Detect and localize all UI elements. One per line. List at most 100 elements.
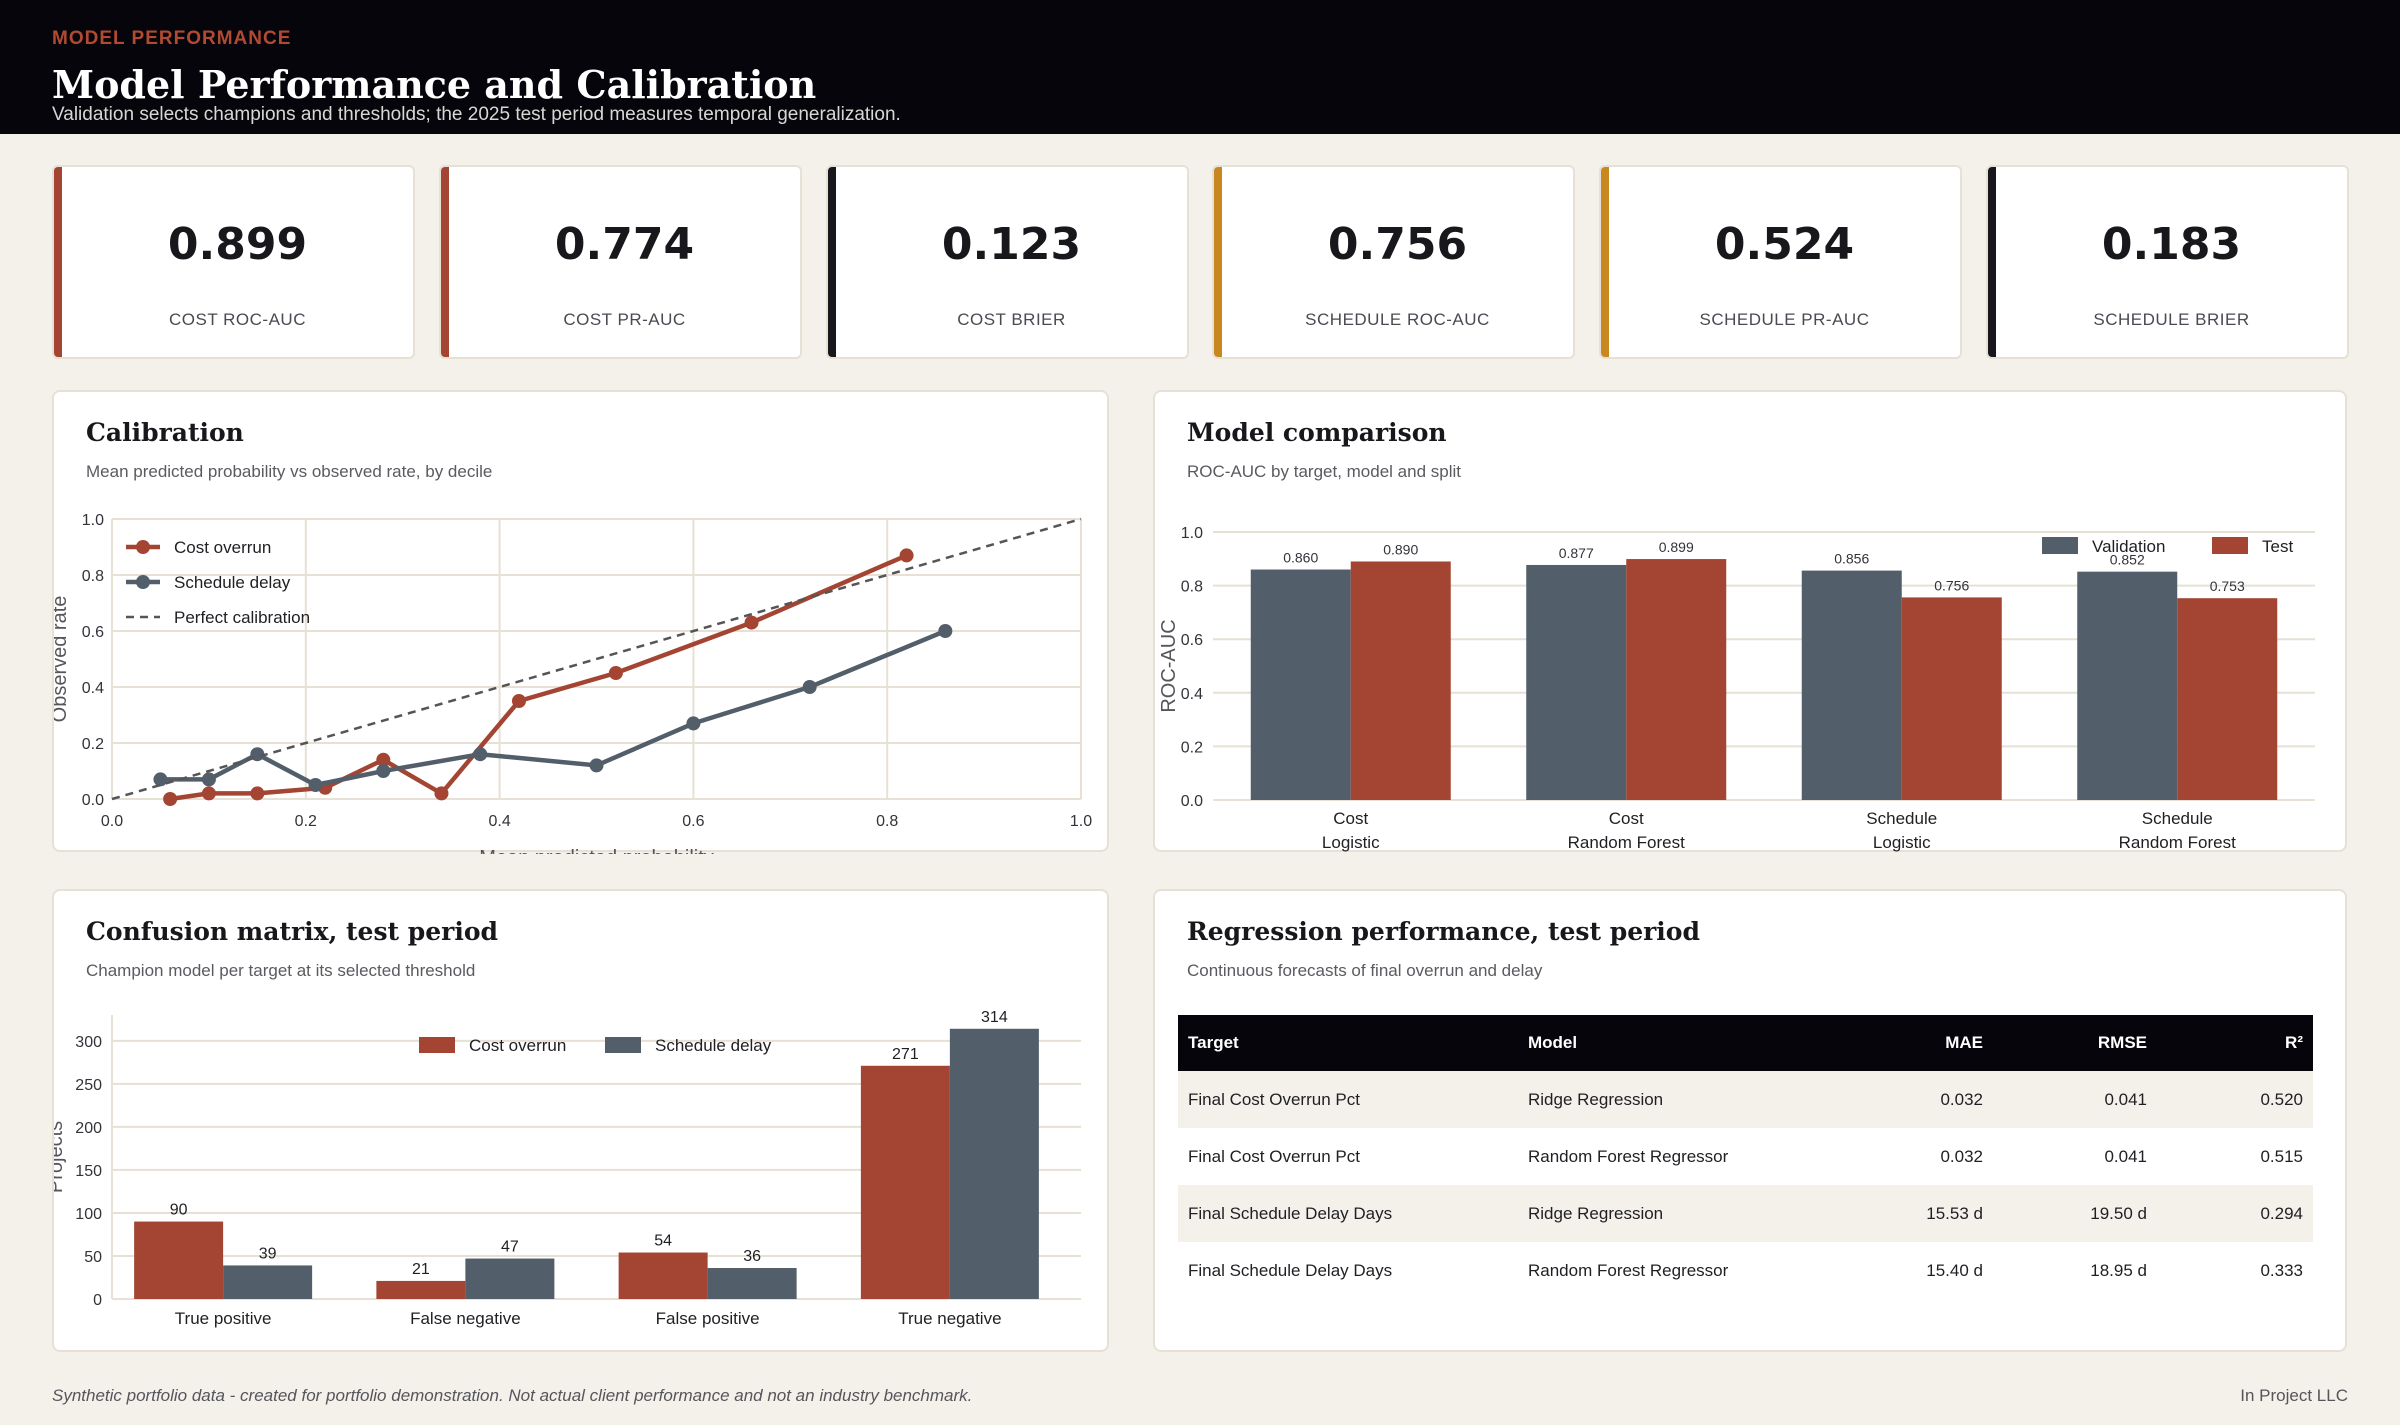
kpi-accent-bar [828, 167, 836, 357]
x-tick-label: Logistic [1322, 833, 1380, 852]
y-tick-label: 0.0 [1181, 793, 1203, 810]
data-label: 21 [412, 1261, 430, 1278]
data-point [153, 772, 168, 787]
x-tick-label: Schedule [2142, 809, 2213, 828]
y-tick-label: 0.4 [82, 680, 104, 697]
table-row: Final Cost Overrun Pct Ridge Regression … [1178, 1071, 2313, 1128]
page-title: Model Performance and Calibration [52, 62, 817, 107]
x-tick-label: False negative [410, 1309, 521, 1328]
column-header-mae: MAE [1828, 1015, 1993, 1071]
panel-title: Regression performance, test period [1187, 917, 1700, 946]
x-tick-label: Cost [1333, 809, 1368, 828]
confusion-panel: Confusion matrix, test period Champion m… [52, 889, 1109, 1352]
data-point [376, 764, 391, 778]
cell-r2: 0.515 [2260, 1146, 2303, 1166]
legend-marker [136, 575, 150, 589]
kpi-card-schedule-brier: 0.183 SCHEDULE BRIER [1986, 165, 2349, 359]
kpi-value: 0.524 [1714, 219, 1855, 270]
page-subtitle: Validation selects champions and thresho… [52, 104, 901, 125]
bar [1626, 559, 1727, 800]
model-comparison-chart: 0.0 0.2 0.4 0.6 0.8 1.0 ROC-AUC 0.860 0.890 Cost L… [1158, 525, 2315, 852]
y-tick-label: 250 [75, 1077, 102, 1094]
eyebrow: MODEL PERFORMANCE [52, 28, 292, 49]
table-row: Final Schedule Delay Days Ridge Regressi… [1178, 1185, 2313, 1242]
kpi-card-schedule-roc-auc: 0.756 SCHEDULE ROC-AUC [1212, 165, 1575, 359]
data-label: 47 [501, 1239, 519, 1256]
data-label: 54 [654, 1233, 672, 1250]
legend-label: Schedule delay [655, 1036, 772, 1055]
x-tick-label: Logistic [1873, 833, 1931, 852]
footer-disclaimer: Synthetic portfolio data - created for p… [52, 1386, 973, 1405]
bar [707, 1268, 797, 1299]
perfect-calibration-line [111, 517, 1082, 801]
cell-model: Ridge Regression [1518, 1071, 1828, 1128]
x-tick-label: 0.6 [682, 813, 704, 830]
column-header-target: Target [1178, 1015, 1518, 1071]
bar [2077, 571, 2178, 800]
bar [618, 1252, 708, 1299]
data-point [376, 752, 391, 767]
bar [1901, 597, 2002, 800]
column-header-model: Model [1518, 1015, 1828, 1071]
kpi-value: 0.123 [941, 219, 1082, 270]
data-point [434, 786, 449, 801]
y-tick-label: 100 [75, 1206, 102, 1223]
kpi-value: 0.774 [554, 219, 695, 270]
header: MODEL PERFORMANCE Model Performance and … [0, 0, 2400, 134]
table-header-row: Target Model MAE RMSE R² [1178, 1015, 2313, 1071]
series-line [160, 628, 947, 788]
data-point [608, 666, 623, 680]
y-tick-label: 150 [75, 1163, 102, 1180]
kpi-label: COST PR-AUC [563, 310, 686, 329]
calibration-chart: 0.0 0.2 0.4 0.6 0.8 1.0 0.0 0.2 0.4 0.6 0.8 1.0 Mean… [54, 512, 1092, 854]
bar [1350, 561, 1451, 800]
data-point [744, 615, 759, 630]
x-axis-label: Mean predicted probability [479, 847, 714, 854]
legend-marker [136, 540, 150, 554]
kpi-label: SCHEDULE PR-AUC [1699, 310, 1870, 329]
data-point [250, 786, 265, 801]
bar [2177, 598, 2278, 800]
data-point [163, 792, 178, 806]
calibration-panel: Calibration Mean predicted probability v… [52, 390, 1109, 854]
cell-target: Final Cost Overrun Pct [1188, 1146, 1360, 1166]
y-tick-label: 1.0 [82, 512, 104, 529]
bar [376, 1280, 466, 1299]
model-comparison-panel: Model comparison ROC-AUC by target, mode… [1153, 390, 2347, 852]
legend-label: Perfect calibration [174, 608, 310, 627]
legend-label: Test [2262, 537, 2293, 556]
kpi-accent-bar [1601, 167, 1609, 357]
table-row: Final Schedule Delay Days Random Forest … [1178, 1242, 2313, 1299]
x-tick-label: True negative [898, 1309, 1001, 1328]
kpi-value: 0.756 [1327, 219, 1468, 270]
data-label: 0.899 [1659, 539, 1694, 555]
data-label: 271 [892, 1046, 919, 1063]
kpi-accent-bar [54, 167, 62, 357]
data-point [201, 786, 216, 801]
data-label: 0.860 [1283, 550, 1318, 566]
data-point [473, 747, 488, 762]
x-tick-label: Cost [1609, 809, 1644, 828]
cell-r2: 0.520 [2157, 1071, 2313, 1128]
cell-model: Ridge Regression [1518, 1185, 1828, 1242]
panel-subtitle: Champion model per target at its selecte… [86, 961, 476, 980]
kpi-accent-bar [441, 167, 449, 357]
legend-swatch [2042, 537, 2078, 554]
y-tick-label: 1.0 [1181, 525, 1203, 542]
y-axis-label: Observed rate [54, 596, 71, 723]
x-tick-label: 0.0 [101, 813, 123, 830]
data-point [938, 624, 953, 638]
kpi-accent-bar [1214, 167, 1222, 357]
data-label: 0.856 [1834, 551, 1869, 567]
x-tick-label: 0.2 [295, 813, 317, 830]
kpi-card-cost-brier: 0.123 COST BRIER [826, 165, 1189, 359]
y-tick-label: 0.8 [1181, 579, 1203, 596]
data-point [201, 772, 216, 787]
legend-label: Cost overrun [469, 1036, 566, 1055]
panel-subtitle: Continuous forecasts of final overrun an… [1187, 961, 1543, 980]
legend-swatch [419, 1037, 455, 1053]
regression-panel: Regression performance, test period Cont… [1153, 889, 2347, 1352]
legend-label: Cost overrun [174, 538, 271, 557]
data-label: 39 [259, 1245, 277, 1262]
cell-rmse: 0.041 [2104, 1146, 2147, 1166]
